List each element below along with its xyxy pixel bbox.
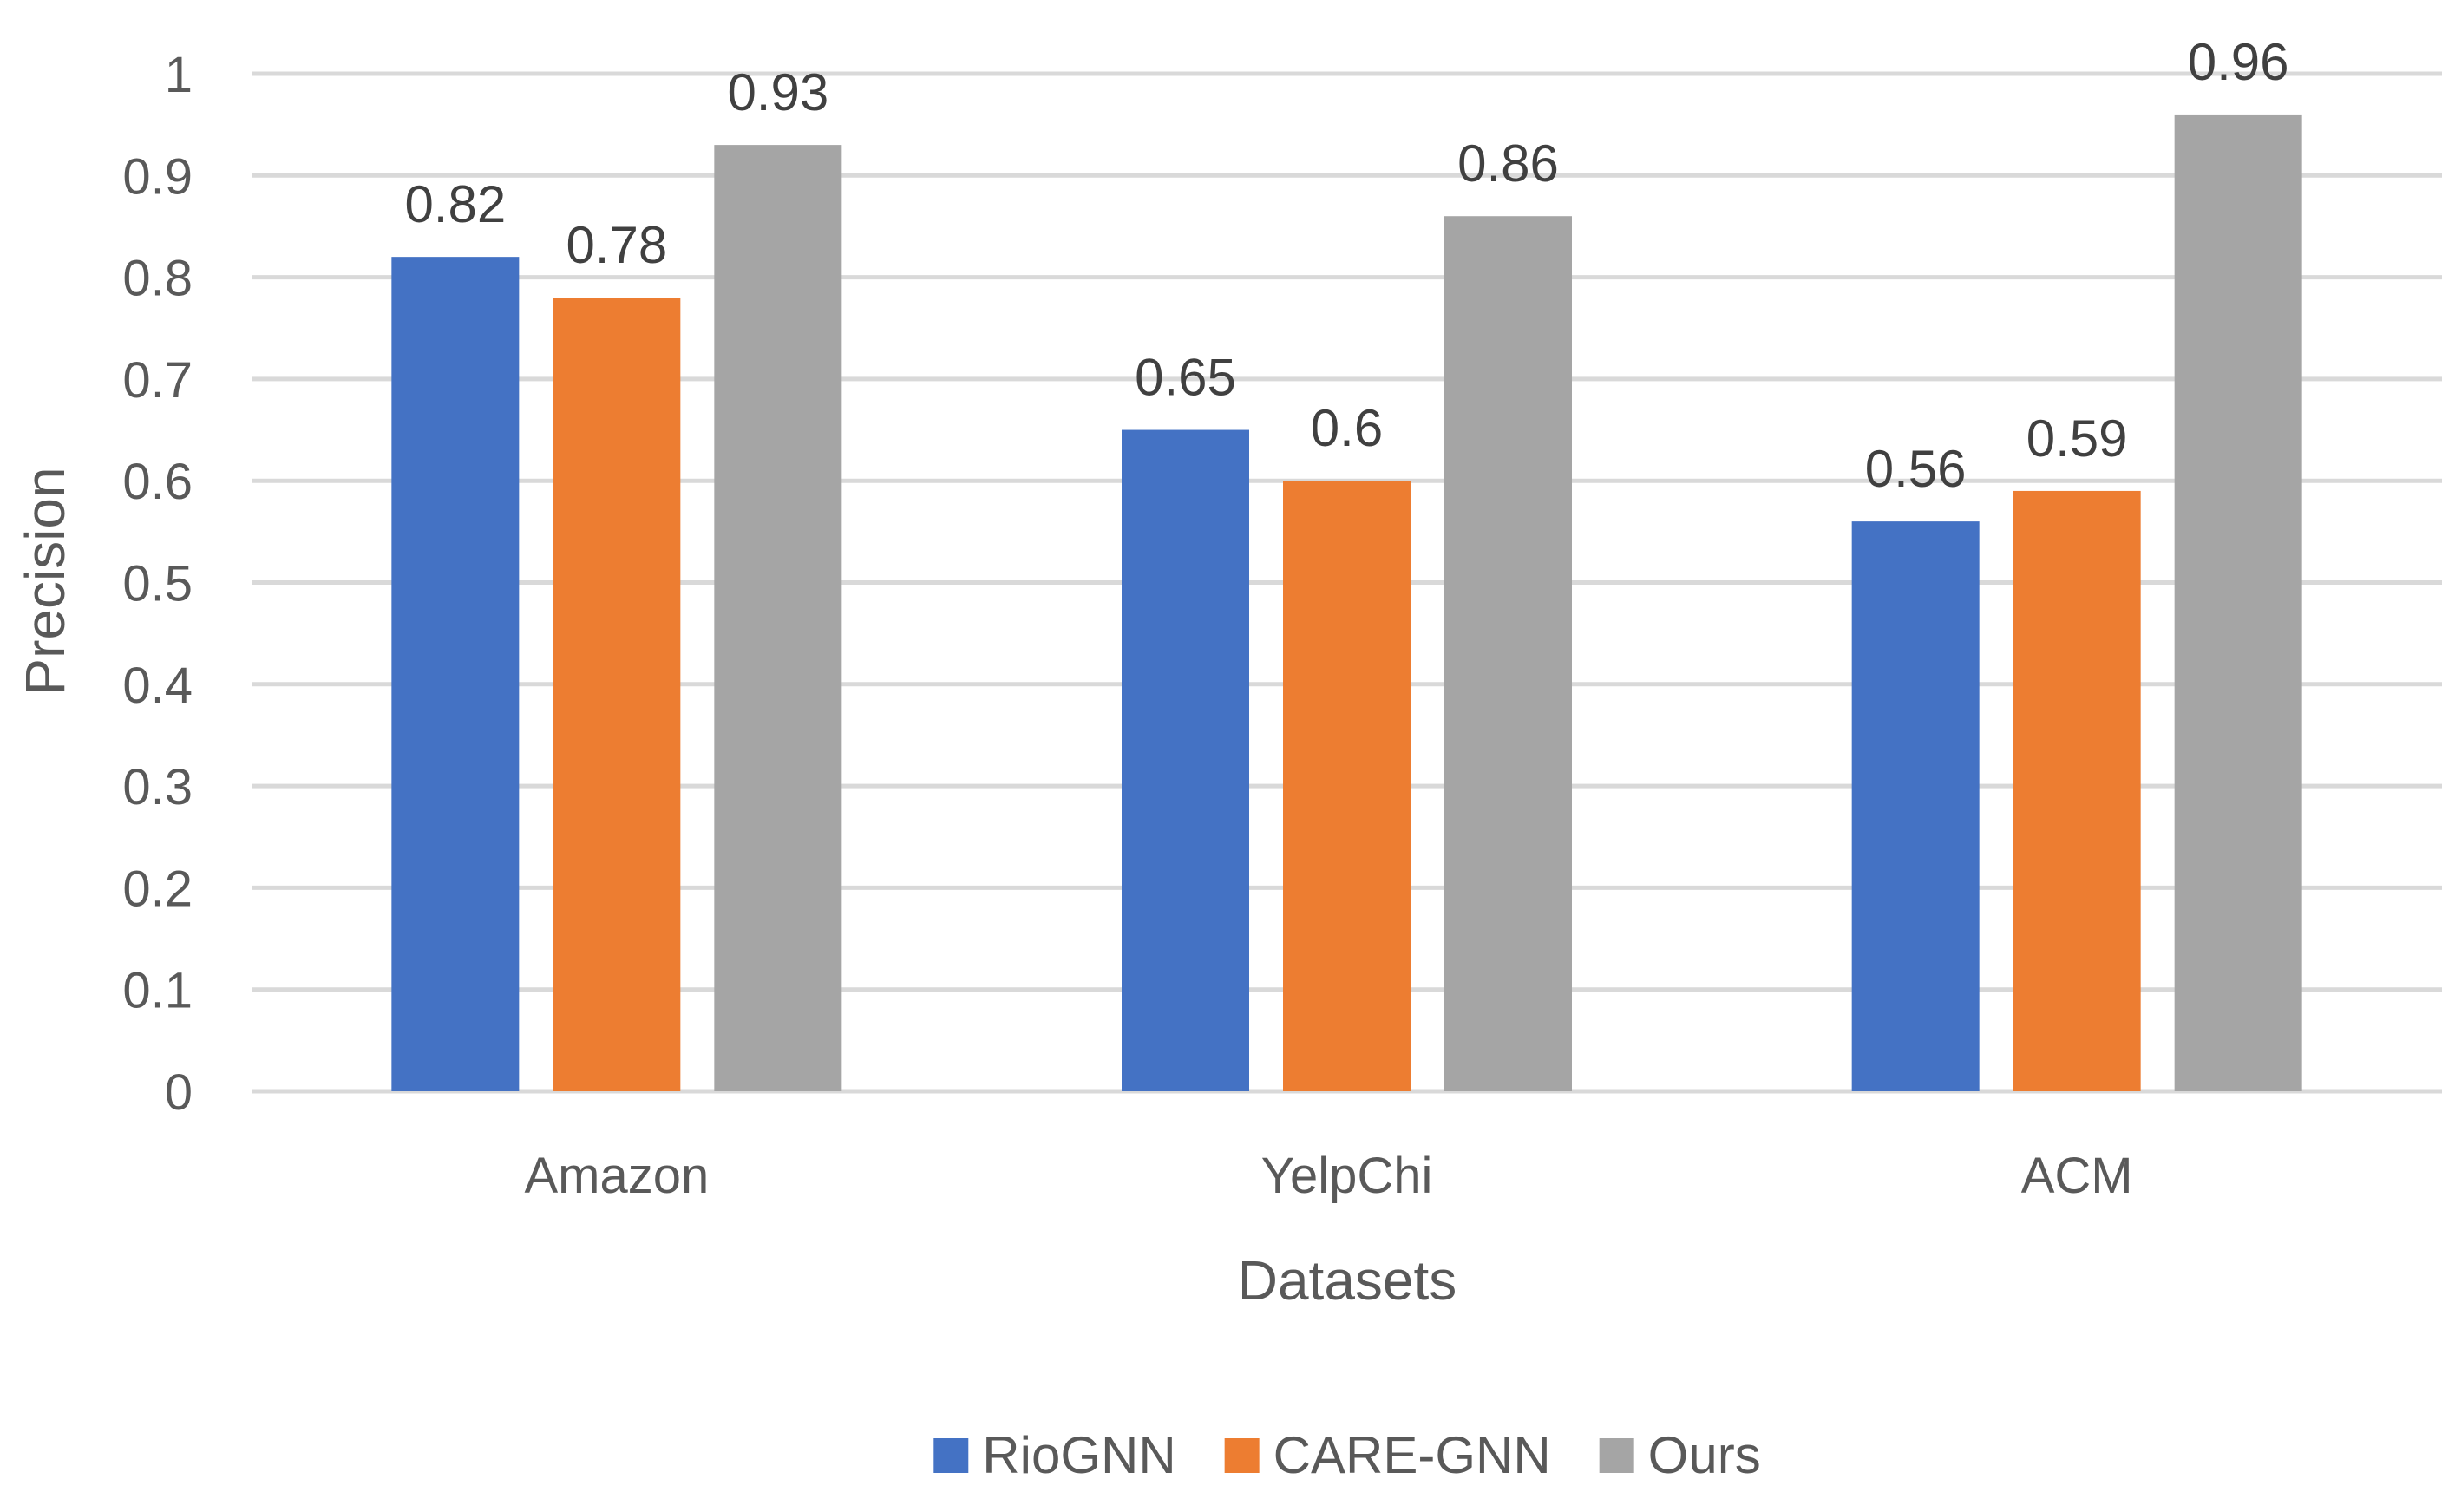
x-tick-label: Amazon [524,1148,709,1204]
data-label: 0.65 [1135,349,1236,407]
legend: RioGNN CARE-GNN Ours [933,1426,1761,1484]
bar-care-gnn-amazon [553,298,681,1091]
data-label: 0.56 [1865,440,1967,498]
data-label: 0.59 [2026,409,2128,468]
bar-ours-amazon [714,145,842,1092]
legend-label: RioGNN [982,1426,1175,1484]
x-axis-ticks: Amazon YelpChi ACM [524,1148,2132,1204]
bar-riognn-amazon [391,257,520,1091]
bar-care-gnn-yelpchi [1283,481,1411,1091]
y-tick-label: 0.2 [122,861,193,917]
data-label: 0.78 [566,216,667,274]
legend-label: CARE-GNN [1273,1426,1551,1484]
legend-item-care-gnn: CARE-GNN [1224,1426,1551,1484]
legend-label: Ours [1648,1426,1761,1484]
legend-swatch [1224,1438,1260,1473]
legend-swatch [933,1438,969,1473]
y-tick-label: 1 [165,47,193,103]
y-axis-title: Precision [14,467,76,695]
data-label: 0.6 [1311,399,1383,457]
y-tick-label: 0.8 [122,251,193,307]
y-tick-label: 0 [165,1064,193,1121]
y-tick-label: 0.6 [122,454,193,510]
y-tick-label: 0.3 [122,759,193,815]
bar-care-gnn-acm [2013,490,2141,1091]
legend-item-riognn: RioGNN [933,1426,1176,1484]
x-tick-label: YelpChi [1261,1148,1433,1204]
data-label: 0.82 [404,175,506,233]
y-axis-ticks: 0 0.1 0.2 0.3 0.4 0.5 0.6 0.7 0.8 0.9 1 [122,47,193,1121]
bar-ours-acm [2174,114,2302,1091]
y-tick-label: 0.7 [122,352,193,409]
x-tick-label: ACM [2021,1148,2133,1204]
legend-item-ours: Ours [1599,1426,1761,1484]
bar-riognn-yelpchi [1122,429,1249,1091]
bars [391,114,2302,1092]
y-tick-label: 0.1 [122,963,193,1019]
bar-riognn-acm [1851,521,1980,1091]
y-tick-label: 0.4 [122,658,193,714]
bar-ours-yelpchi [1444,216,1572,1092]
y-tick-label: 0.9 [122,148,193,205]
data-label: 0.86 [1457,134,1559,193]
y-tick-label: 0.5 [122,556,193,612]
data-label: 0.93 [727,63,828,121]
data-label: 0.96 [2188,33,2289,91]
legend-swatch [1599,1438,1634,1473]
x-axis-title: Datasets [1238,1249,1457,1312]
data-labels: 0.82 0.78 0.93 0.65 0.6 0.86 0.56 0.59 0.96 [404,33,2288,498]
